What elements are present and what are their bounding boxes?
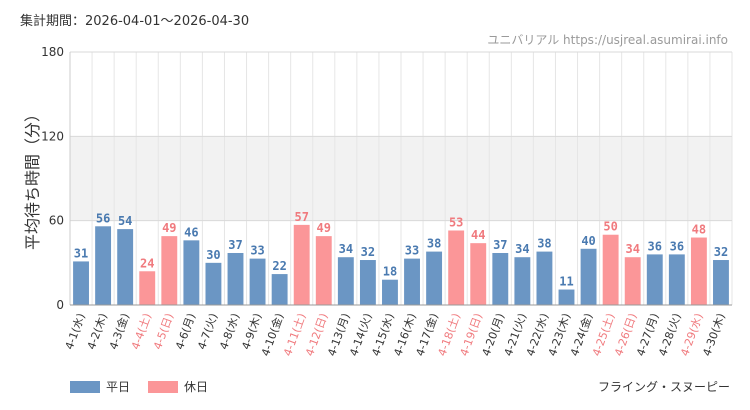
bar — [271, 274, 288, 305]
value-label: 34 — [625, 242, 639, 256]
value-label: 36 — [648, 239, 662, 253]
bar — [95, 226, 112, 305]
x-tick-label: 4-5(日) — [151, 312, 176, 352]
value-label: 48 — [692, 223, 706, 237]
bar — [624, 257, 641, 305]
chart-bars — [73, 224, 729, 305]
bar — [205, 262, 222, 305]
y-axis-ticks: 0 60 120 180 — [41, 45, 64, 312]
bar — [139, 271, 156, 305]
bar — [227, 252, 244, 305]
y-tick-label: 0 — [56, 298, 64, 312]
bar — [293, 224, 310, 305]
bar — [558, 289, 575, 305]
x-tick-label: 4-1(水) — [63, 312, 88, 352]
value-label: 24 — [140, 256, 154, 270]
value-label: 46 — [184, 225, 198, 239]
legend-item-weekday: 平日 — [70, 378, 130, 395]
bar — [315, 236, 332, 305]
value-label: 50 — [603, 220, 617, 234]
value-label: 49 — [317, 221, 331, 235]
bar — [183, 240, 200, 305]
x-tick-label: 4-9(木) — [239, 312, 264, 352]
value-label: 11 — [559, 275, 573, 289]
x-tick-label: 4-6(月) — [173, 312, 198, 352]
bar — [514, 257, 531, 305]
value-label: 30 — [206, 248, 220, 262]
value-label: 54 — [118, 214, 132, 228]
value-label: 37 — [493, 238, 507, 252]
value-label: 44 — [471, 228, 485, 242]
value-label: 34 — [339, 242, 353, 256]
bar — [161, 236, 178, 305]
bar — [580, 248, 597, 305]
legend-swatch-weekday — [70, 380, 100, 393]
x-tick-label: 4-8(水) — [217, 312, 242, 352]
legend-item-holiday: 休日 — [148, 378, 208, 395]
bar — [337, 257, 354, 305]
value-label: 57 — [294, 210, 308, 224]
bar — [448, 230, 465, 305]
value-label: 53 — [449, 216, 463, 230]
bar — [492, 252, 509, 305]
y-tick-label: 120 — [41, 129, 64, 143]
site-credit: ユニバリアル https://usjreal.asumirai.info — [487, 33, 728, 47]
period-label: 集計期間：2026-04-01～2026-04-30 — [20, 14, 250, 29]
x-tick-label: 4-4(土) — [129, 312, 154, 352]
value-label: 32 — [714, 245, 728, 259]
bar — [646, 254, 663, 305]
legend: 平日 休日 — [70, 378, 226, 395]
y-tick-label: 180 — [41, 45, 64, 59]
value-label: 40 — [581, 234, 595, 248]
value-label: 33 — [405, 244, 419, 258]
bar — [536, 251, 553, 305]
value-label: 38 — [427, 237, 441, 251]
value-label: 32 — [361, 245, 375, 259]
bar — [73, 261, 89, 305]
x-tick-label: 4-3(金) — [106, 311, 132, 351]
bar — [117, 229, 134, 305]
y-tick-label: 60 — [49, 214, 64, 228]
bar — [249, 258, 266, 305]
value-label: 22 — [272, 259, 286, 273]
value-label: 37 — [228, 238, 242, 252]
bar — [404, 258, 420, 305]
value-label: 49 — [162, 221, 176, 235]
legend-swatch-holiday — [148, 380, 179, 393]
x-tick-label: 4-7(火) — [195, 312, 220, 352]
value-label: 38 — [537, 237, 551, 251]
bar — [668, 254, 685, 305]
bar — [359, 260, 376, 305]
y-axis-label: 平均待ち時間（分） — [23, 106, 42, 250]
value-label: 33 — [250, 244, 264, 258]
value-labels: 31 56 54 24 49 46 30 37 33 22 57 49 34 32 18 33 38 53 44 37… — [74, 210, 728, 289]
bar — [426, 251, 443, 305]
attraction-name: フライング・スヌーピー — [597, 380, 730, 394]
bar — [382, 279, 398, 305]
bar — [713, 260, 729, 305]
x-tick-label: 4-2(木) — [85, 312, 110, 352]
legend-label-weekday: 平日 — [106, 380, 131, 394]
bar — [470, 243, 487, 305]
value-label: 34 — [515, 242, 529, 256]
value-label: 31 — [74, 246, 88, 260]
value-label: 18 — [383, 265, 397, 279]
bar — [602, 234, 619, 305]
bar — [690, 237, 707, 305]
value-label: 56 — [96, 211, 110, 225]
value-label: 36 — [670, 239, 684, 253]
legend-label-holiday: 休日 — [184, 380, 209, 394]
category-labels: 4-1(水)4-2(木)4-3(金)4-4(土)4-5(日)4-6(月)4-7(… — [63, 311, 728, 358]
